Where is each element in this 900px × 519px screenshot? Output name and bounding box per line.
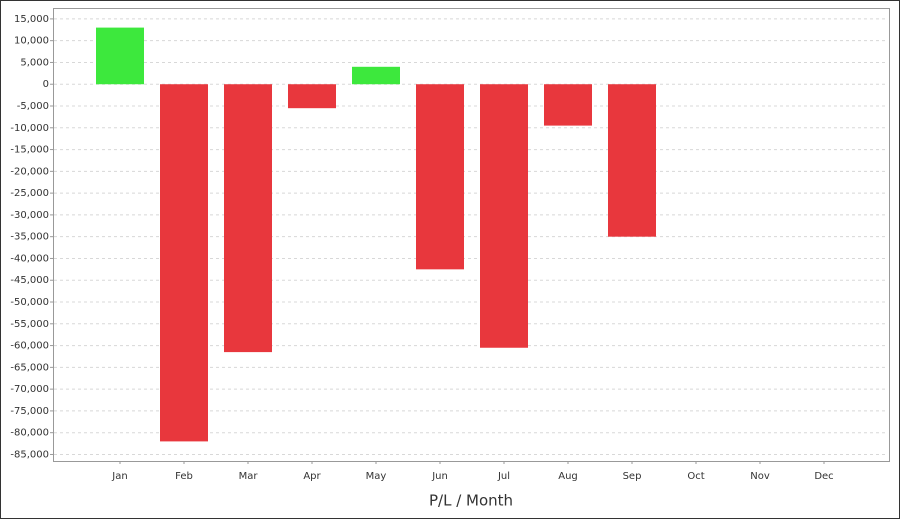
bar <box>224 84 272 353</box>
y-tick-label: 15,000 <box>14 14 49 25</box>
y-tick-label: 0 <box>43 79 49 90</box>
bar <box>288 84 336 109</box>
x-tick-label: Jun <box>431 471 448 482</box>
y-tick-label: -80,000 <box>10 428 49 439</box>
y-tick-label: -50,000 <box>10 297 49 308</box>
y-tick-label: -65,000 <box>10 362 49 373</box>
x-tick-label: Feb <box>175 471 193 482</box>
y-tick-label: -5,000 <box>17 101 49 112</box>
x-tick-label: Jan <box>111 471 127 482</box>
y-tick-label: -85,000 <box>10 449 49 460</box>
x-axis-title: P/L / Month <box>429 492 513 510</box>
x-tick-label: Oct <box>687 471 704 482</box>
bar <box>480 84 528 348</box>
y-tick-label: -35,000 <box>10 232 49 243</box>
y-tick-label: -60,000 <box>10 341 49 352</box>
y-tick-label: -15,000 <box>10 145 49 156</box>
bar <box>416 84 464 270</box>
y-tick-label: -70,000 <box>10 384 49 395</box>
bar <box>160 84 208 442</box>
x-tick-label: Sep <box>623 471 642 482</box>
bar <box>352 66 400 85</box>
y-tick-label: -45,000 <box>10 275 49 286</box>
y-tick-label: -25,000 <box>10 188 49 199</box>
x-tick-label: Apr <box>303 471 321 482</box>
bar <box>544 84 592 126</box>
y-tick-label: -40,000 <box>10 253 49 264</box>
bar <box>96 27 144 85</box>
x-tick-label: Aug <box>558 471 578 482</box>
y-tick-label: 5,000 <box>20 57 49 68</box>
x-tick-label: May <box>366 471 387 482</box>
y-tick-label: -55,000 <box>10 319 49 330</box>
x-tick-label: Jul <box>497 471 510 482</box>
y-tick-label: -75,000 <box>10 406 49 417</box>
y-tick-label: -10,000 <box>10 123 49 134</box>
y-tick-label: -20,000 <box>10 166 49 177</box>
bar <box>608 84 656 237</box>
y-tick-label: 10,000 <box>14 36 49 47</box>
x-tick-label: Nov <box>750 471 770 482</box>
x-tick-label: Dec <box>814 471 833 482</box>
y-tick-label: -30,000 <box>10 210 49 221</box>
x-tick-label: Mar <box>239 471 259 482</box>
